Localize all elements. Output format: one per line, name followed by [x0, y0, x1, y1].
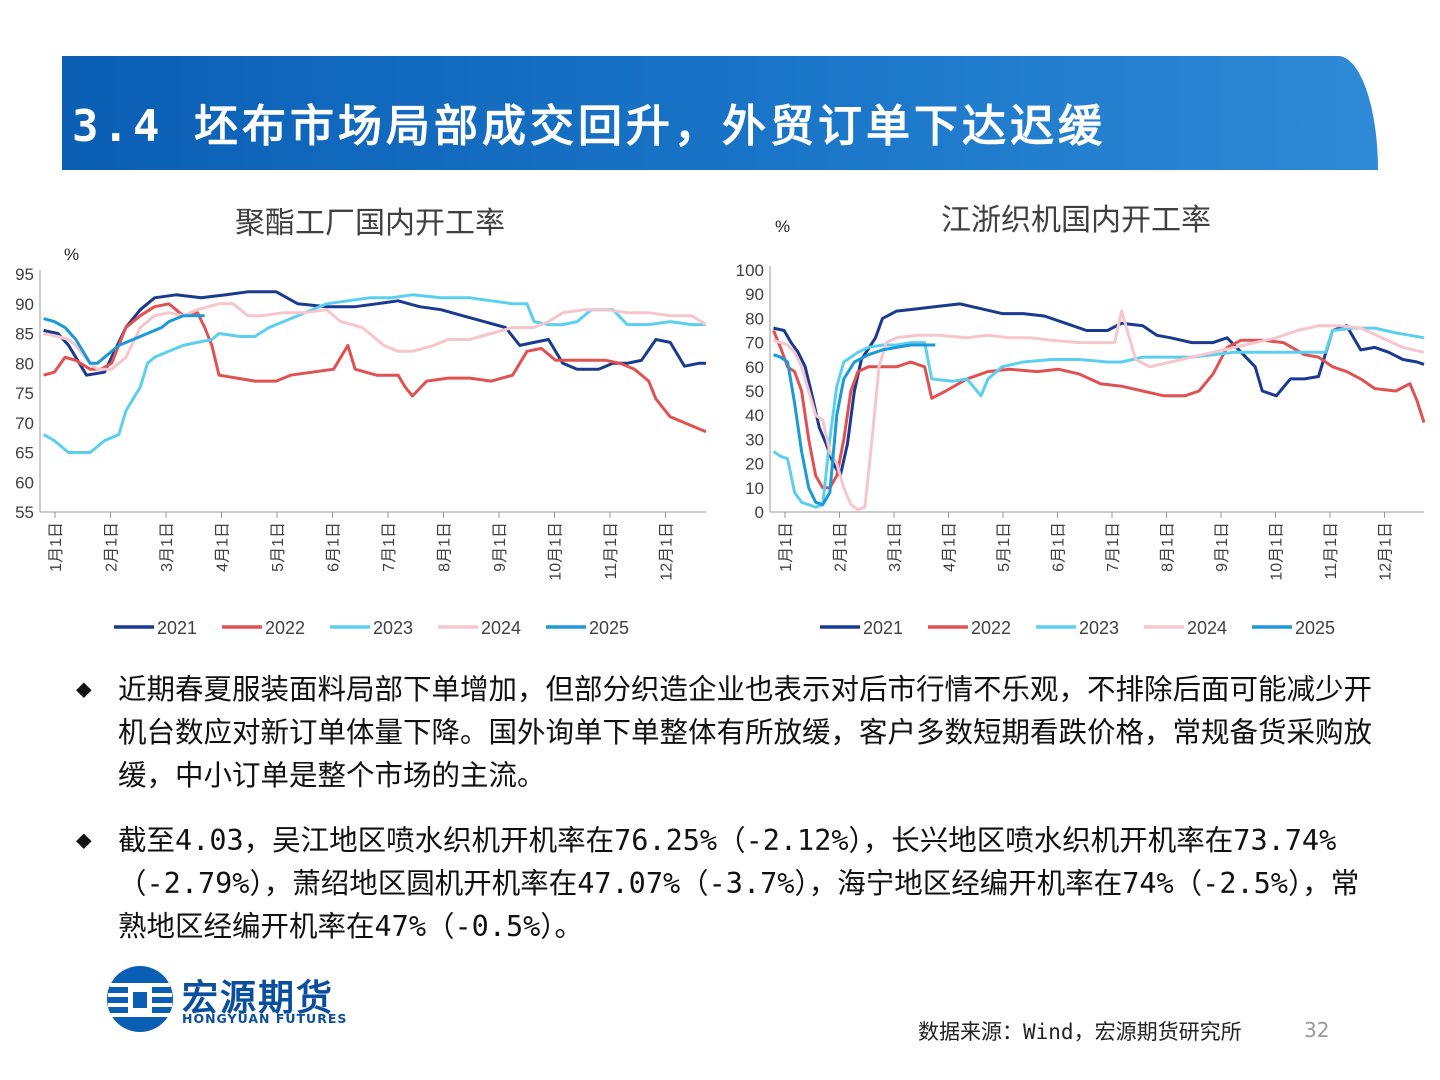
legend-label: 2023	[1079, 618, 1119, 638]
y-axis-unit: %	[64, 245, 79, 264]
bullet-list: ◆ 近期春夏服装面料局部下单增加，但部分织造企业也表示对后市行情不乐观，不排除后…	[76, 668, 1386, 970]
logo-emblem-icon	[107, 966, 173, 1032]
x-tick-label: 8月1日	[1160, 522, 1177, 572]
bullet-item: ◆ 近期春夏服装面料局部下单增加，但部分织造企业也表示对后市行情不乐观，不排除后…	[76, 668, 1386, 797]
y-tick-label: 90	[745, 285, 764, 304]
legend-label: 2024	[481, 618, 521, 638]
charts-area: 聚酯工厂国内开工率% 55 60 65 70 75 80 85 90 95 1月1日 2月1日 3月1日…	[15, 204, 1426, 638]
series-line-2025	[43, 314, 205, 365]
logo-name-en: HONGYUAN FUTURES	[182, 1011, 348, 1026]
y-tick-label: 40	[745, 406, 764, 425]
series-line-2022	[772, 329, 1426, 490]
data-source: 数据来源：Wind，宏源期货研究所	[918, 1020, 1242, 1044]
y-tick-label: 55	[15, 503, 34, 522]
series-line-2022	[43, 302, 707, 434]
series-line-2024	[43, 302, 707, 371]
y-tick-label: 65	[15, 444, 34, 463]
x-tick-label: 7月1日	[1105, 522, 1122, 572]
x-tick-label: 10月1日	[548, 522, 565, 581]
x-tick-label: 1月1日	[778, 522, 795, 572]
legend-label: 2021	[863, 618, 903, 638]
y-tick-label: 20	[745, 455, 764, 474]
x-tick-label: 12月1日	[1378, 522, 1395, 581]
legend-label: 2025	[589, 618, 629, 638]
chart-title: 江浙织机国内开工率	[941, 204, 1211, 237]
y-tick-label: 80	[745, 309, 764, 328]
x-tick-label: 12月1日	[659, 522, 676, 581]
y-tick-label: 100	[736, 261, 764, 280]
chart-title: 聚酯工厂国内开工率	[235, 207, 505, 240]
y-tick-label: 50	[745, 382, 764, 401]
x-tick-label: 10月1日	[1269, 522, 1286, 581]
x-tick-label: 9月1日	[1214, 522, 1231, 572]
y-tick-label: 30	[745, 430, 764, 449]
x-tick-label: 3月1日	[887, 522, 904, 572]
company-logo: 宏源期货 HONGYUAN FUTURES	[104, 963, 374, 1033]
page-title: 3.4 坯布市场局部成交回升，外贸订单下达迟缓	[72, 101, 1106, 152]
page-number: 32	[1304, 1018, 1330, 1042]
x-tick-label: 2月1日	[104, 522, 121, 572]
x-tick-label: 9月1日	[492, 522, 509, 572]
series-line-2021	[43, 290, 706, 377]
x-tick-label: 1月1日	[48, 522, 65, 572]
legend-label: 2021	[157, 618, 197, 638]
series-line-2025	[773, 343, 936, 507]
x-tick-label: 4月1日	[215, 522, 232, 572]
y-axis-unit: %	[775, 217, 790, 236]
x-tick-label: 11月1日	[603, 522, 620, 580]
y-tick-label: 10	[745, 479, 764, 498]
logo-name-cn: 宏源期货	[182, 978, 335, 1019]
x-tick-label: 5月1日	[996, 522, 1013, 572]
x-tick-label: 11月1日	[1323, 522, 1340, 580]
series-line-2024	[773, 309, 1425, 512]
legend-label: 2024	[1187, 618, 1227, 638]
title-banner: 3.4 坯布市场局部成交回升，外贸订单下达迟缓	[62, 56, 1378, 170]
bullet-text: 截至4.03，吴江地区喷水织机开机率在76.25%（-2.12%），长兴地区喷水…	[118, 824, 1360, 943]
x-tick-label: 5月1日	[270, 522, 287, 572]
y-tick-label: 60	[745, 358, 764, 377]
y-tick-label: 90	[15, 295, 34, 314]
y-tick-label: 70	[745, 334, 764, 353]
x-tick-label: 3月1日	[159, 522, 176, 572]
y-tick-label: 85	[15, 325, 34, 344]
y-tick-label: 80	[15, 354, 34, 373]
x-tick-label: 4月1日	[942, 522, 959, 572]
x-tick-label: 7月1日	[381, 522, 398, 572]
bullet-item: ◆ 截至4.03，吴江地区喷水织机开机率在76.25%（-2.12%），长兴地区…	[76, 819, 1386, 948]
y-tick-label: 75	[15, 384, 34, 403]
y-tick-label: 60	[15, 473, 34, 492]
x-tick-label: 6月1日	[1051, 522, 1068, 572]
x-tick-label: 8月1日	[437, 522, 454, 572]
diamond-bullet-icon: ◆	[76, 674, 92, 704]
y-tick-label: 0	[755, 503, 764, 522]
bullet-text: 近期春夏服装面料局部下单增加，但部分织造企业也表示对后市行情不乐观，不排除后面可…	[118, 673, 1373, 792]
legend-label: 2025	[1295, 618, 1335, 638]
x-tick-label: 6月1日	[326, 522, 343, 572]
y-tick-label: 70	[15, 414, 34, 433]
series-line-2023	[42, 293, 706, 454]
diamond-bullet-icon: ◆	[76, 825, 92, 855]
y-tick-label: 95	[15, 265, 34, 284]
legend-label: 2023	[373, 618, 413, 638]
legend-label: 2022	[971, 618, 1011, 638]
x-tick-label: 2月1日	[833, 522, 850, 572]
legend-label: 2022	[265, 618, 305, 638]
